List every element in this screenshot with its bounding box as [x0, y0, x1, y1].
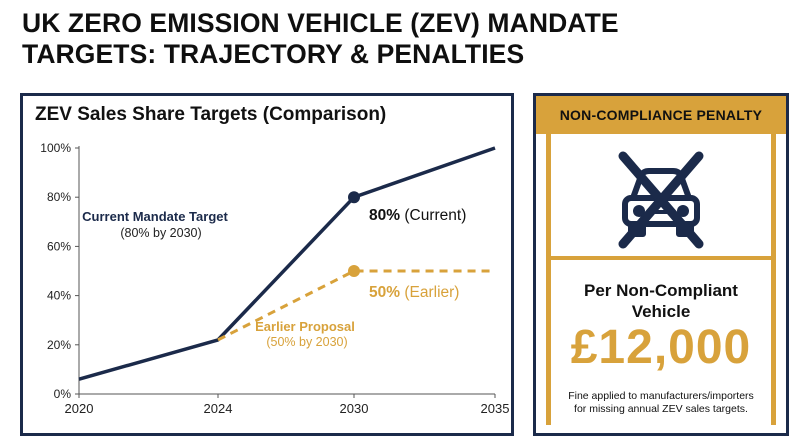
y-tick-label: 0% [54, 387, 72, 401]
penalty-label-line-2: Vehicle [631, 302, 691, 321]
current-target-sublabel: (80% by 2030) [120, 226, 201, 240]
current-target-line [78, 146, 496, 381]
y-tick-label: 60% [47, 239, 71, 253]
page-title-line-2: TARGETS: TRAJECTORY & PENALTIES [22, 39, 525, 69]
earlier-proposal-sublabel: (50% by 2030) [266, 335, 347, 349]
chart-title: ZEV Sales Share Targets (Comparison) [35, 104, 387, 125]
penalty-header: NON-COMPLIANCE PENALTY [536, 96, 786, 134]
chart-panel: ZEV Sales Share Targets (Comparison) 0% 2… [20, 93, 514, 436]
x-tick-label: 2024 [204, 401, 233, 416]
penalty-panel: NON-COMPLIANCE PENALTY Per Non-Compliant [533, 93, 789, 436]
penalty-note: Fine applied to manufacturers/importers … [551, 390, 771, 416]
earlier-proposal-label: Earlier Proposal [255, 319, 355, 334]
earlier-proposal-value-label: 50% (Earlier) [369, 284, 459, 301]
x-tick-label: 2020 [65, 401, 94, 416]
current-target-marker [348, 191, 360, 204]
y-tick-label: 80% [47, 190, 71, 204]
penalty-note-line-2: for missing annual ZEV sales targets. [574, 403, 748, 415]
penalty-label: Per Non-Compliant Vehicle [551, 280, 771, 322]
current-target-label: Current Mandate Target [82, 209, 228, 224]
page-title: UK ZERO EMISSION VEHICLE (ZEV) MANDATE T… [22, 8, 782, 70]
crossed-out-car-icon [618, 151, 704, 249]
y-tick-label: 20% [47, 338, 71, 352]
current-target-value-label: 80% (Current) [369, 207, 466, 224]
zev-line-chart: 0% 20% 40% 60% 80% 100% 2020 2024 2030 2035 Curren… [40, 141, 510, 416]
penalty-label-line-1: Per Non-Compliant [584, 281, 738, 300]
penalty-amount: £12,000 [570, 321, 752, 374]
x-tick-label: 2030 [340, 401, 369, 416]
y-tick-label: 100% [40, 141, 71, 155]
page-title-line-1: UK ZERO EMISSION VEHICLE (ZEV) MANDATE [22, 8, 619, 38]
x-tick-label: 2035 [481, 401, 510, 416]
y-tick-label: 40% [47, 289, 71, 303]
penalty-body: Per Non-Compliant Vehicle £12,000 Fine a… [546, 134, 776, 425]
penalty-icon-container [551, 148, 771, 252]
penalty-divider [551, 256, 771, 260]
earlier-proposal-marker [348, 265, 360, 277]
penalty-note-line-1: Fine applied to manufacturers/importers [568, 390, 754, 402]
